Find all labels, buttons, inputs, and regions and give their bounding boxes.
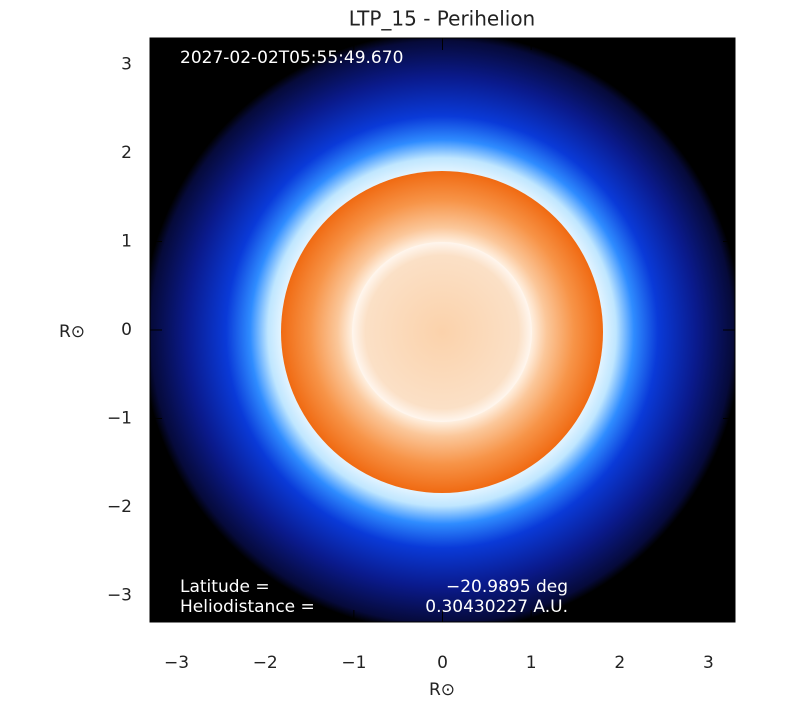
x-tick-label: −2: [253, 653, 278, 673]
annotation-value: −20.9895 deg: [446, 577, 568, 597]
y-axis-label: R⊙: [59, 322, 85, 342]
x-tick-label: 1: [526, 653, 537, 673]
timestamp: 2027-02-02T05:55:49.670: [180, 48, 403, 68]
x-axis-label: R⊙: [429, 680, 455, 700]
image: [150, 38, 735, 622]
y-tick-label: 2: [121, 143, 132, 163]
chart-title: LTP_15 - Perihelion: [349, 7, 535, 31]
y-tick-label: −2: [107, 497, 132, 517]
x-tick-label: 0: [437, 653, 448, 673]
annotation-label: Heliodistance =: [180, 597, 315, 617]
x-tick-label: 3: [703, 653, 714, 673]
x-tick-label: −1: [341, 653, 366, 673]
x-tick-label: 2: [614, 653, 625, 673]
y-tick-label: 1: [121, 232, 132, 252]
x-tick-label: −3: [164, 653, 189, 673]
annotation-label: Latitude =: [180, 577, 270, 597]
y-tick-label: −3: [107, 585, 132, 605]
y-tick-label: 3: [121, 55, 132, 75]
y-tick-label: −1: [107, 408, 132, 428]
y-tick-label: 0: [121, 320, 132, 340]
annotation-value: 0.30430227 A.U.: [425, 597, 568, 617]
